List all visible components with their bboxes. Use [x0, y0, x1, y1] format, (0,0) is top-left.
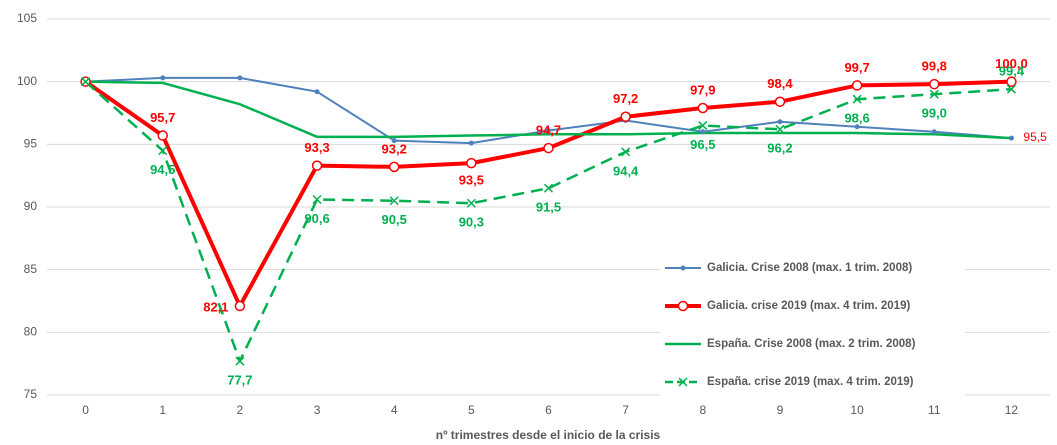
marker — [543, 142, 554, 154]
marker — [620, 111, 631, 123]
series-line — [85, 80, 1012, 140]
y-tick-label: 75 — [24, 387, 38, 401]
data-label: 99,7 — [844, 60, 869, 75]
y-tick-label: 80 — [24, 325, 38, 339]
marker — [697, 102, 709, 114]
x-tick-label: 7 — [622, 403, 629, 417]
marker — [466, 157, 477, 169]
marker — [311, 160, 323, 171]
data-label: 77,7 — [227, 373, 252, 388]
marker — [81, 77, 91, 87]
legend-label: España. Crise 2008 (max. 2 trim. 2008) — [707, 338, 916, 350]
legend-marker — [680, 265, 686, 271]
x-axis-label: nº trimestres desde el inicio de la cris… — [436, 428, 661, 442]
marker — [389, 196, 399, 206]
marker — [312, 194, 322, 205]
data-label: 93,3 — [304, 140, 329, 155]
marker — [158, 146, 168, 156]
data-label: 99,4 — [999, 64, 1025, 79]
data-label: 93,5 — [459, 173, 484, 188]
marker — [777, 119, 783, 125]
marker — [1008, 135, 1014, 141]
marker — [234, 300, 246, 312]
legend-marker — [680, 265, 686, 271]
data-label: 90,3 — [459, 215, 484, 230]
data-label: 95,7 — [150, 110, 175, 125]
marker — [546, 128, 551, 134]
legend-label: Galicia. crise 2019 (max. 4 trim. 2019) — [707, 300, 910, 312]
marker — [851, 80, 863, 91]
marker — [314, 89, 320, 95]
data-label: 97,9 — [690, 82, 715, 97]
x-tick-label: 9 — [777, 403, 784, 417]
data-label: 97,2 — [613, 91, 638, 106]
marker — [929, 78, 940, 90]
data-label: 96,5 — [690, 137, 715, 152]
data-label: 98,4 — [767, 76, 793, 91]
data-label: 90,6 — [304, 211, 329, 226]
marker — [543, 183, 554, 193]
x-tick-label: 4 — [391, 403, 398, 417]
marker — [235, 356, 245, 366]
data-label: 100,0 — [995, 56, 1028, 71]
y-tick-label: 100 — [17, 74, 37, 88]
x-tick-label: 6 — [545, 403, 552, 417]
x-tick-label: 8 — [699, 403, 706, 417]
marker — [700, 129, 706, 135]
data-label: 99,8 — [922, 59, 947, 74]
marker — [1006, 76, 1017, 87]
marker — [388, 161, 400, 173]
data-label: 90,5 — [382, 212, 407, 227]
marker — [852, 94, 862, 104]
x-tick-label: 12 — [1005, 403, 1019, 417]
legend-marker — [678, 377, 688, 387]
x-tick-label: 11 — [928, 403, 941, 417]
marker — [468, 140, 474, 146]
data-label: 98,6 — [844, 111, 869, 126]
marker — [237, 75, 243, 81]
data-label: 93,2 — [382, 141, 407, 156]
y-tick-label: 90 — [24, 199, 38, 213]
data-label: 82,1 — [203, 299, 228, 314]
x-tick-label: 2 — [237, 403, 244, 417]
legend-marker — [677, 300, 689, 312]
y-tick-label: 85 — [24, 262, 38, 276]
legend-label: Galicia. Crise 2008 (max. 1 trim. 2008) — [707, 262, 912, 274]
x-tick-label: 1 — [159, 403, 166, 417]
x-tick-label: 5 — [468, 403, 475, 417]
marker — [775, 124, 785, 134]
legend-marker — [678, 377, 688, 387]
marker — [929, 89, 939, 99]
data-label: 96,2 — [767, 141, 792, 156]
marker — [391, 138, 397, 144]
y-tick-label: 95 — [24, 137, 38, 151]
marker — [698, 121, 708, 131]
y-tick-label: 105 — [17, 11, 37, 25]
data-label: 91,5 — [536, 200, 561, 215]
marker — [466, 198, 476, 208]
legend-marker — [677, 300, 689, 312]
marker — [774, 96, 786, 107]
data-label: 95,5 — [1023, 130, 1047, 144]
data-label: 94,7 — [536, 123, 561, 138]
marker — [1006, 84, 1016, 94]
marker — [931, 129, 937, 135]
x-tick-label: 3 — [314, 403, 321, 417]
data-label: 99,0 — [922, 106, 947, 121]
marker — [854, 124, 860, 130]
legend-label: España. crise 2019 (max. 4 trim. 2019) — [707, 376, 914, 388]
x-tick-label: 10 — [850, 403, 864, 417]
marker — [621, 147, 631, 157]
marker — [160, 75, 166, 81]
data-label: 94,4 — [613, 163, 639, 178]
x-tick-label: 0 — [82, 403, 89, 417]
data-label: 94,5 — [150, 162, 175, 177]
legend-box — [660, 250, 965, 396]
marker — [157, 130, 168, 141]
